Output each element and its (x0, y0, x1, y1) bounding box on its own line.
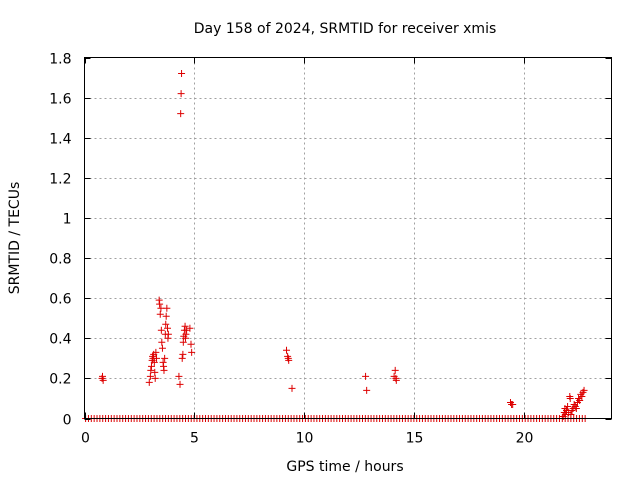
y-tick-label: 0.2 (49, 372, 71, 388)
data-point (158, 344, 166, 352)
chart-title: Day 158 of 2024, SRMTID for receiver xmi… (194, 21, 497, 37)
data-point (179, 350, 187, 358)
data-point (288, 384, 296, 392)
data-point (363, 386, 371, 394)
data-point (160, 366, 168, 374)
data-point (509, 400, 517, 408)
data-point (178, 354, 186, 362)
data-point (147, 366, 155, 374)
x-tick-label: 5 (190, 431, 199, 447)
data-point (161, 354, 169, 362)
data-point (156, 300, 164, 308)
data-point (567, 410, 575, 418)
data-point (391, 366, 399, 374)
data-point (157, 304, 165, 312)
axis-ticks: 0 0.2 0.4 0.6 0.8 1 1.2 1.4 1.6 1.8 0 5 10 15 20 (49, 52, 612, 447)
data-point (162, 320, 170, 328)
data-point (145, 378, 153, 386)
y-tick-label: 1.8 (49, 52, 71, 68)
data-point (147, 362, 155, 370)
data-point (150, 358, 158, 366)
data-point (163, 304, 171, 312)
data-point (99, 372, 107, 380)
data-point (177, 90, 185, 98)
y-tick-label: 0 (63, 413, 72, 429)
y-axis-label: SRMTID / TECUs (7, 182, 23, 295)
y-tick-label: 0.6 (49, 292, 71, 308)
y-tick-label: 0.8 (49, 252, 71, 268)
data-point (580, 386, 588, 394)
data-point (285, 356, 293, 364)
data-point (151, 374, 159, 382)
y-tick-label: 1.2 (49, 172, 71, 188)
data-point (158, 338, 166, 346)
data-point (362, 372, 370, 380)
plot-frame (84, 57, 612, 419)
data-point (566, 394, 574, 402)
data-point (176, 380, 184, 388)
y-tick-label: 0.4 (49, 332, 71, 348)
grid (84, 57, 612, 419)
data-point (187, 340, 195, 348)
data-point (151, 368, 159, 376)
data-point (157, 326, 165, 334)
y-tick-label: 1.6 (49, 92, 71, 108)
data-point (576, 396, 584, 404)
data-point (164, 330, 172, 338)
data-points (82, 70, 589, 422)
data-point (146, 372, 154, 380)
data-point (188, 348, 196, 356)
data-point (164, 324, 172, 332)
data-point (283, 346, 291, 354)
x-tick-label: 10 (296, 431, 314, 447)
x-tick-label: 15 (406, 431, 424, 447)
data-point (179, 338, 187, 346)
data-point (182, 330, 190, 338)
data-point (178, 70, 186, 78)
y-tick-label: 1.4 (49, 132, 71, 148)
data-point (175, 372, 183, 380)
data-point (153, 354, 161, 362)
data-point (156, 310, 164, 318)
data-point (578, 392, 586, 400)
x-axis-label: GPS time / hours (286, 459, 403, 475)
x-tick-label: 20 (516, 431, 534, 447)
data-point (162, 312, 170, 320)
data-point (152, 348, 160, 356)
data-point (181, 322, 189, 330)
data-point (177, 110, 185, 118)
data-point (564, 402, 572, 410)
data-point (99, 376, 107, 384)
data-point (572, 404, 580, 412)
data-point (392, 376, 400, 384)
y-tick-label: 1 (63, 212, 72, 228)
data-point (186, 324, 194, 332)
x-tick-label: 0 (81, 431, 90, 447)
